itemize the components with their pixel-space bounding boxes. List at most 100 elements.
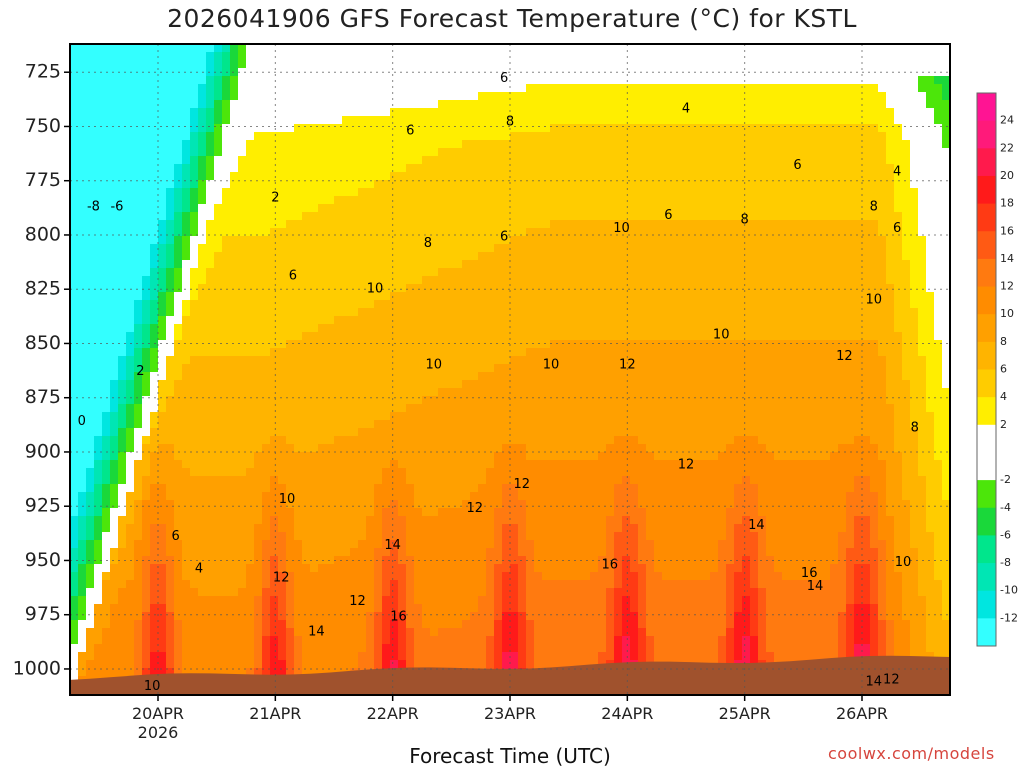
field-cell (406, 476, 415, 485)
field-cell (470, 332, 479, 341)
field-cell (438, 132, 447, 141)
field-cell (494, 564, 503, 573)
field-cell (398, 380, 407, 389)
field-cell (270, 428, 279, 437)
field-cell (502, 532, 511, 541)
field-cell (446, 76, 455, 85)
field-cell (534, 476, 543, 485)
field-cell (334, 444, 343, 453)
field-cell (294, 228, 303, 237)
field-cell (398, 284, 407, 293)
field-cell (382, 532, 391, 541)
field-cell (182, 260, 191, 269)
field-cell (398, 108, 407, 117)
field-cell (230, 620, 239, 629)
field-cell (430, 396, 439, 405)
field-cell (86, 68, 95, 77)
field-cell (182, 620, 191, 629)
field-cell (110, 468, 119, 477)
field-cell (502, 396, 511, 405)
field-cell (78, 300, 87, 309)
field-cell (366, 60, 375, 69)
field-cell (430, 572, 439, 581)
field-cell (286, 580, 295, 589)
field-cell (102, 108, 111, 117)
field-cell (454, 660, 463, 669)
field-cell (286, 396, 295, 405)
field-cell (366, 92, 375, 101)
field-cell (318, 156, 327, 165)
field-cell (542, 100, 551, 109)
field-cell (110, 132, 119, 141)
field-cell (390, 604, 399, 613)
field-cell (534, 628, 543, 637)
field-cell (326, 396, 335, 405)
field-cell (358, 324, 367, 333)
field-cell (366, 468, 375, 477)
field-cell (214, 196, 223, 205)
field-cell (134, 388, 143, 397)
field-cell (358, 284, 367, 293)
field-cell (78, 60, 87, 69)
field-cell (286, 244, 295, 253)
field-cell (278, 68, 287, 77)
field-cell (302, 292, 311, 301)
field-cell (486, 180, 495, 189)
field-cell (118, 652, 127, 661)
field-cell (94, 612, 103, 621)
field-cell (254, 292, 263, 301)
field-cell (462, 276, 471, 285)
field-cell (366, 476, 375, 485)
field-cell (126, 148, 135, 157)
field-cell (214, 228, 223, 237)
field-cell (190, 180, 199, 189)
field-cell (86, 476, 95, 485)
field-cell (286, 228, 295, 237)
field-cell (334, 484, 343, 493)
field-cell (534, 52, 543, 61)
field-cell (174, 452, 183, 461)
field-cell (374, 52, 383, 61)
field-cell (382, 452, 391, 461)
field-cell (542, 356, 551, 365)
field-cell (510, 460, 519, 469)
field-cell (102, 132, 111, 141)
field-cell (310, 404, 319, 413)
field-cell (182, 508, 191, 517)
field-cell (198, 292, 207, 301)
field-cell (310, 276, 319, 285)
field-cell (86, 396, 95, 405)
field-cell (430, 356, 439, 365)
field-cell (486, 244, 495, 253)
field-cell (478, 284, 487, 293)
field-cell (310, 668, 319, 677)
field-cell (398, 476, 407, 485)
field-cell (374, 60, 383, 69)
field-cell (374, 628, 383, 637)
field-cell (174, 500, 183, 509)
field-cell (534, 244, 543, 253)
field-cell (206, 476, 215, 485)
field-cell (478, 148, 487, 157)
field-cell (254, 572, 263, 581)
field-cell (102, 492, 111, 501)
field-cell (382, 404, 391, 413)
field-cell (414, 100, 423, 109)
field-cell (398, 92, 407, 101)
field-cell (318, 484, 327, 493)
field-cell (142, 420, 151, 429)
field-cell (478, 636, 487, 645)
field-cell (534, 132, 543, 141)
field-cell (254, 76, 263, 85)
field-cell (398, 292, 407, 301)
field-cell (118, 236, 127, 245)
field-cell (270, 492, 279, 501)
field-cell (150, 324, 159, 333)
field-cell (294, 420, 303, 429)
field-cell (302, 52, 311, 61)
field-cell (94, 372, 103, 381)
field-cell (350, 332, 359, 341)
field-cell (310, 92, 319, 101)
field-cell (222, 380, 231, 389)
field-cell (422, 476, 431, 485)
